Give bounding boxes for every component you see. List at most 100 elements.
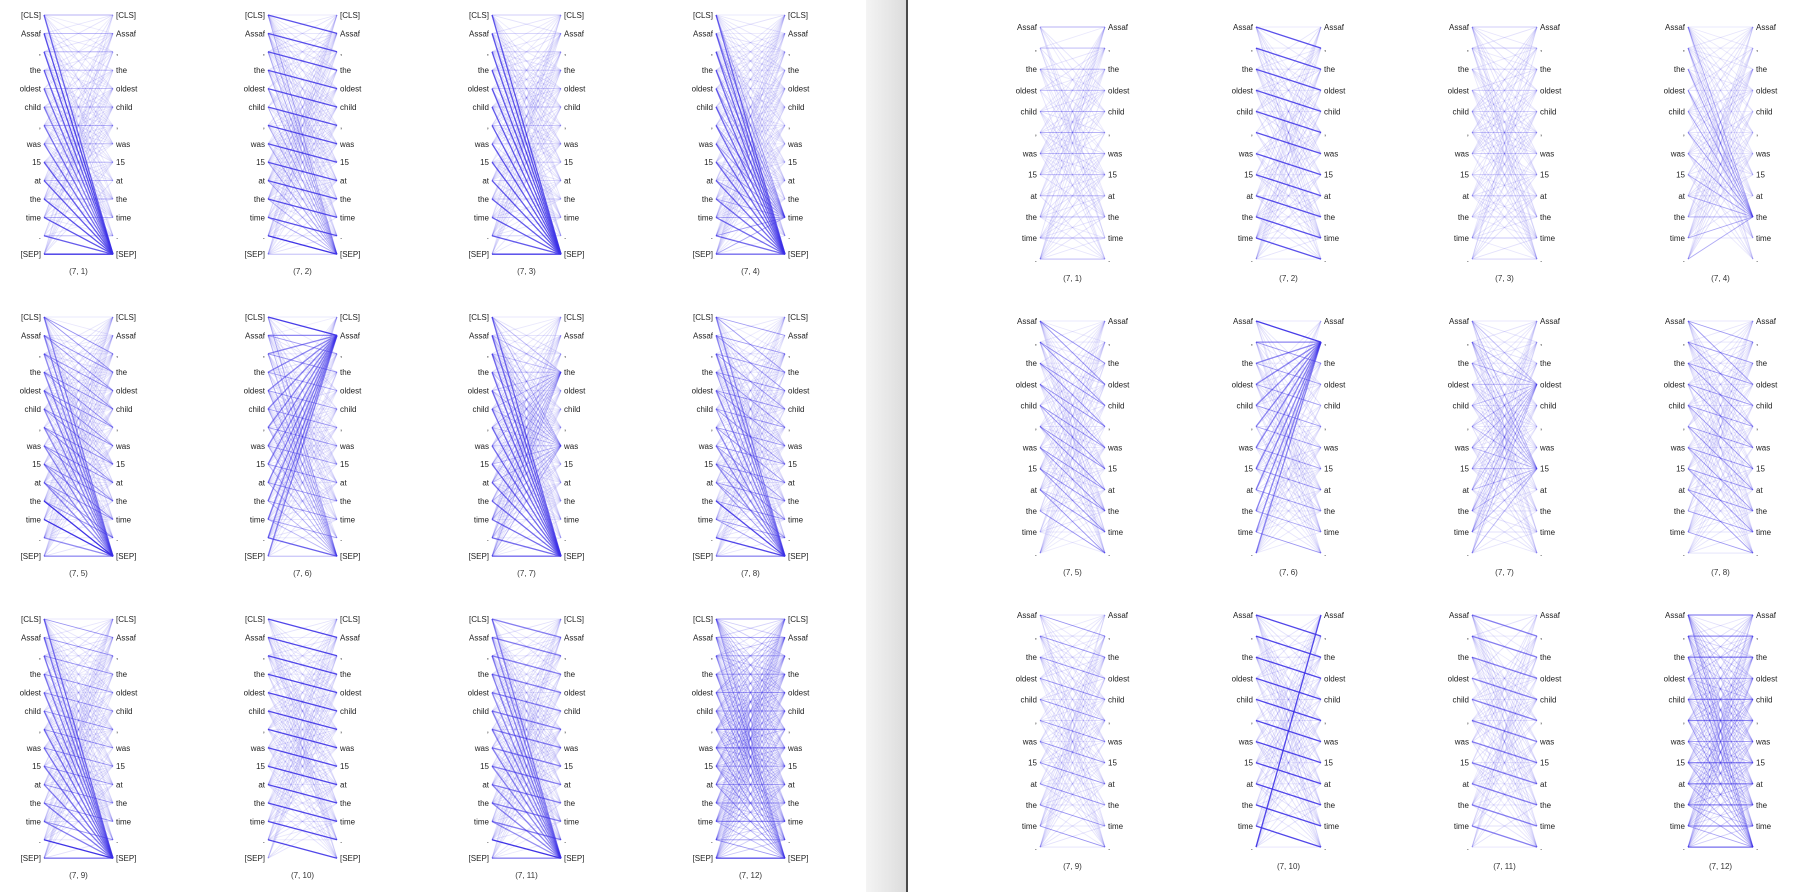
attention-line (491, 371, 562, 410)
attention-line (1471, 362, 1538, 385)
attention-line (1255, 47, 1322, 70)
attention-line (43, 729, 114, 785)
attention-line (715, 655, 786, 749)
right-token-label: . (564, 836, 566, 845)
attention-line (43, 673, 114, 785)
attention-line (267, 33, 338, 255)
left-token-label: 15 (32, 158, 41, 167)
attention-line (491, 426, 562, 447)
attention-line (43, 710, 114, 749)
attention-line (491, 69, 562, 145)
attention-line (43, 371, 114, 428)
attention-line (715, 353, 786, 557)
attention-line (1471, 447, 1538, 470)
attention-line (43, 765, 114, 786)
attention-line (715, 14, 786, 218)
attention-line (491, 353, 562, 373)
attention-line (715, 69, 786, 145)
attention-line (1471, 341, 1538, 533)
attention-line (43, 33, 114, 218)
attention-line (491, 710, 562, 841)
attention-line (1687, 614, 1754, 848)
attention-line (1471, 132, 1538, 155)
attention-line (491, 235, 562, 255)
panel-caption: (7, 10) (291, 871, 314, 880)
left-token-label: was (698, 140, 713, 149)
attention-line (43, 353, 114, 373)
attention-line (491, 618, 562, 804)
attention-line (491, 353, 562, 483)
attention-line (1471, 426, 1538, 449)
attention-line (491, 70, 562, 255)
attention-line (1687, 447, 1754, 554)
right-token-label: . (1108, 843, 1110, 852)
attention-line (715, 335, 786, 410)
attention-line (1687, 26, 1754, 260)
attention-line (267, 106, 338, 145)
right-token-label: , (1756, 632, 1758, 641)
attention-line (1255, 678, 1322, 806)
attention-line (1255, 341, 1322, 491)
left-token-label: was (1238, 444, 1253, 453)
attention-line (715, 618, 786, 785)
attention-line (1255, 320, 1322, 385)
attention-line (1255, 783, 1322, 848)
attention-line (1255, 656, 1322, 742)
attention-line (1471, 320, 1538, 533)
attention-line (491, 408, 562, 502)
attention-line (491, 482, 562, 539)
attention-line (491, 784, 562, 804)
attention-line (43, 372, 114, 520)
attention-line (1471, 384, 1538, 469)
attention-line (715, 765, 786, 859)
attention-line (43, 618, 114, 693)
attention-line (267, 334, 338, 373)
right-token-label: Assaf (1324, 611, 1345, 620)
attention-line (715, 463, 786, 539)
attention-line (715, 14, 786, 181)
attention-line (43, 106, 114, 126)
attention-line (43, 353, 114, 391)
attention-line (43, 106, 114, 145)
attention-line (491, 372, 562, 557)
attention-line (43, 316, 114, 373)
attention-line (715, 353, 786, 465)
right-token-label: time (1540, 528, 1556, 537)
attention-line (715, 51, 786, 255)
attention-line (267, 106, 338, 127)
attention-line (1471, 195, 1538, 239)
right-token-label: . (116, 534, 118, 543)
attention-line (715, 371, 786, 392)
attention-line (267, 88, 338, 200)
attention-line (1255, 153, 1322, 239)
attention-line (1687, 656, 1754, 763)
left-token-label: Assaf (469, 29, 490, 38)
attention-line (43, 655, 114, 822)
attention-line (1039, 678, 1106, 848)
attention-line (267, 198, 338, 255)
attention-line (1687, 677, 1754, 721)
attention-line (43, 106, 114, 255)
attention-line (1687, 635, 1754, 721)
right-token-label: child (788, 103, 804, 112)
attention-line (715, 88, 786, 108)
right-token-label: the (340, 799, 352, 808)
attention-line (43, 316, 114, 428)
attention-line (491, 353, 562, 483)
right-token-label: , (788, 725, 790, 734)
attention-line (491, 33, 562, 163)
attention-line (267, 33, 338, 218)
attention-line (43, 765, 114, 841)
attention-line (715, 674, 786, 840)
attention-line (1471, 489, 1538, 512)
left-token-label: child (1669, 695, 1685, 704)
attention-line (491, 353, 562, 502)
right-token-label: at (340, 177, 347, 186)
attention-line (267, 161, 338, 218)
attention-line (491, 316, 562, 391)
right-token-label: , (564, 725, 566, 734)
right-token-label: , (1540, 129, 1542, 138)
attention-line (491, 500, 562, 557)
attention-line (1687, 341, 1754, 406)
